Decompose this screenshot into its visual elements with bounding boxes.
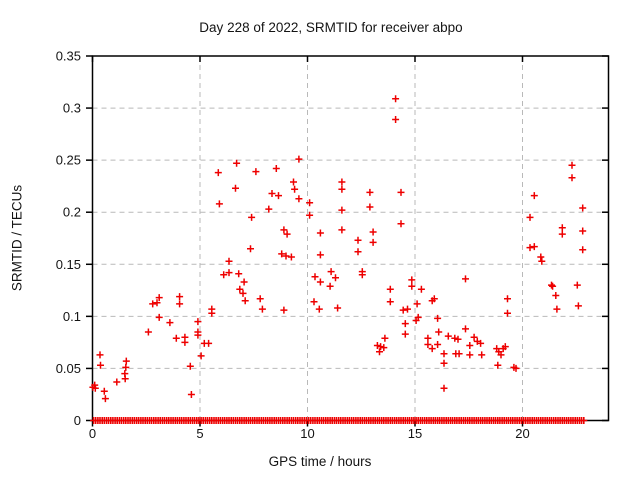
y-axis-label: SRMTID / TECUs [9,184,25,292]
svg-text:0: 0 [89,426,96,441]
data-points [89,95,587,403]
svg-text:0.1: 0.1 [63,309,81,324]
grid-lines [92,56,609,421]
plot-border [91,55,610,422]
svg-text:10: 10 [300,426,314,441]
svg-text:0.3: 0.3 [63,101,81,116]
axis-ticks [86,55,609,427]
chart-title: Day 228 of 2022, SRMTID for receiver abp… [199,20,463,35]
svg-text:0.25: 0.25 [56,153,81,168]
svg-text:20: 20 [515,426,529,441]
svg-text:0.35: 0.35 [56,49,81,64]
svg-text:0: 0 [74,413,81,428]
svg-text:0.2: 0.2 [63,205,81,220]
svg-text:0.05: 0.05 [56,361,81,376]
svg-text:0.15: 0.15 [56,257,81,272]
x-axis-label: GPS time / hours [268,454,372,469]
tick-labels: 0 5 10 15 20 0 0.05 0.1 0.15 0.2 0.25 0.3 0.35 [56,49,530,442]
zero-band-points [90,417,588,424]
svg-text:15: 15 [408,426,422,441]
svg-text:5: 5 [196,426,203,441]
